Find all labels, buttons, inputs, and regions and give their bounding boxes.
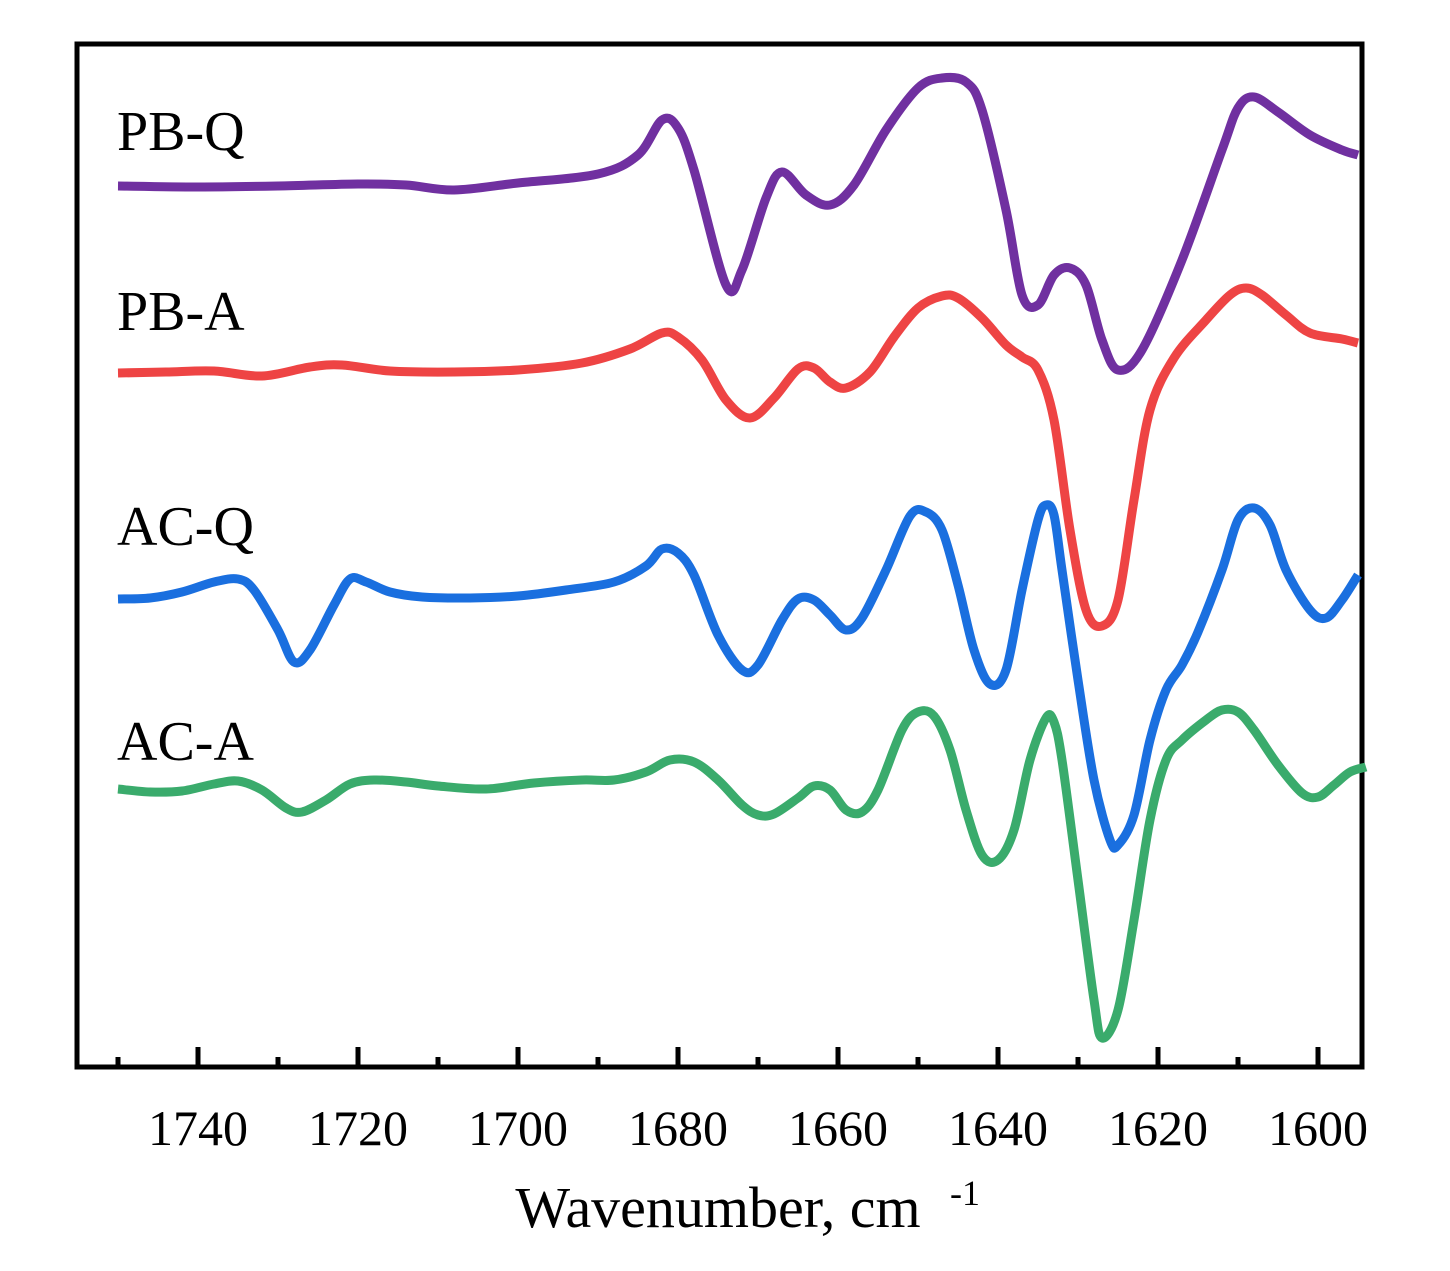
- tick-label: 1740: [148, 1100, 248, 1156]
- curve-ac-q: [117, 500, 1362, 853]
- x-axis-ticks: [115, 1047, 1321, 1067]
- curve-pb-q: [117, 72, 1360, 375]
- x-axis-tick-labels: 1740 1720 1700 1680 1660 1640 1620 1600: [148, 1100, 1368, 1156]
- tick-label: 1680: [628, 1100, 728, 1156]
- tick-label: 1700: [468, 1100, 568, 1156]
- label-pb-q: PB-Q: [117, 101, 245, 163]
- tick-label: 1620: [1108, 1100, 1208, 1156]
- x-axis-title: Wavenumber, cm: [515, 1175, 920, 1240]
- spectra-curves: [117, 72, 1368, 1043]
- label-ac-a: AC-A: [117, 711, 254, 773]
- curve-ac-a: [117, 704, 1368, 1043]
- label-pb-a: PB-A: [117, 281, 245, 343]
- x-axis-title-superscript: -1: [950, 1173, 980, 1213]
- plot-frame: [74, 41, 1365, 1070]
- tick-label: 1720: [308, 1100, 408, 1156]
- tick-label: 1600: [1268, 1100, 1368, 1156]
- label-ac-q: AC-Q: [117, 496, 254, 558]
- series-labels: PB-Q PB-A AC-Q AC-A: [117, 101, 254, 773]
- tick-label: 1660: [788, 1100, 888, 1156]
- curve-pb-a: [117, 283, 1360, 631]
- tick-label: 1640: [948, 1100, 1048, 1156]
